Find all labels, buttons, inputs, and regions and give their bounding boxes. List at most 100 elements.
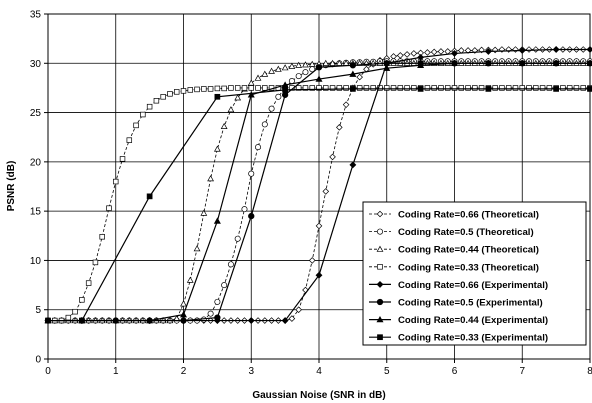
data-point [241,206,248,213]
data-point [65,314,72,321]
data-point [295,73,302,80]
data-point [79,297,85,303]
data-point [322,188,330,195]
data-point [207,175,214,182]
data-point [485,86,492,92]
data-point [566,85,573,91]
data-point [72,308,78,315]
x-axis-label: Gaussian Noise (SNR in dB) [252,390,385,401]
data-point [221,85,227,92]
data-point [471,47,479,54]
data-point [431,85,437,91]
data-point [248,212,255,220]
data-point [214,314,221,321]
data-point [580,85,586,91]
data-point [247,91,255,98]
data-point [404,85,410,91]
data-point [180,317,187,324]
data-point [315,75,323,82]
data-point [308,60,316,67]
data-point [228,85,234,91]
data-point [79,317,85,324]
legend-label: Coding Rate=0.44 (Theoretical) [398,245,539,256]
data-point [281,317,289,324]
data-point [383,64,391,71]
data-point [552,59,560,66]
data-point [356,85,363,91]
data-point [227,261,234,268]
data-point [254,74,262,81]
data-point [363,85,370,91]
data-point [437,48,445,55]
data-point [255,85,261,91]
legend-entry: Coding Rate=0.33 (Theoretical) [369,262,539,273]
data-point [444,85,451,91]
data-point [146,103,153,110]
data-point [213,145,221,152]
legend-label: Coding Rate=0.5 (Experimental) [398,298,543,309]
data-point [464,47,472,54]
x-tick-label: 4 [316,366,322,377]
data-point [112,316,120,324]
x-tick-label: 0 [45,366,51,377]
data-point [126,137,133,143]
data-point [214,85,221,92]
data-point [282,87,288,93]
data-point [336,124,343,131]
data-point [519,85,525,91]
data-point [505,85,512,91]
data-point [295,306,302,314]
data-point [342,101,350,108]
data-point [587,86,592,92]
data-point [377,85,383,91]
data-point [268,67,275,74]
data-point [417,86,424,92]
data-point [323,85,329,91]
data-point [553,86,559,92]
data-point [302,85,309,91]
axis-ticks: 0 1 2 3 4 5 6 7 8 0 5 10 15 20 25 30 35 [30,10,592,378]
legend-label: Coding Rate=0.66 (Experimental) [398,280,548,291]
y-tick-label: 25 [30,108,42,119]
data-point [295,85,302,91]
data-point [430,48,438,56]
data-point [397,52,404,59]
data-point [214,93,221,100]
data-point [384,85,390,91]
legend-label: Coding Rate=0.44 (Experimental) [398,315,548,326]
legend-entry: Coding Rate=0.66 (Theoretical) [369,210,539,221]
data-point [213,217,221,224]
data-point [518,47,526,54]
data-point [140,111,146,118]
data-point [207,310,214,317]
x-tick-label: 7 [519,366,525,377]
data-point [262,85,268,91]
data-point [248,170,255,177]
legend-marker [376,228,384,235]
data-point [316,85,322,91]
data-point [207,86,214,92]
data-point [356,73,363,81]
data-point [309,85,315,91]
data-point [417,61,425,68]
data-point [484,48,492,55]
legend-entry: Coding Rate=0.66 (Experimental) [369,280,548,291]
legend-marker [376,298,384,306]
y-tick-label: 10 [30,256,42,267]
data-point [308,257,316,264]
x-tick-label: 2 [181,366,187,377]
y-tick-label: 0 [35,355,41,366]
data-point [397,85,404,91]
data-point [450,59,459,66]
legend-marker [376,280,384,288]
x-tick-label: 3 [248,366,254,377]
data-point [234,235,241,242]
series-8 [45,86,592,324]
data-point [234,94,242,101]
data-point [573,85,580,91]
data-point [451,85,458,91]
series-line [48,88,590,322]
data-point [221,282,228,289]
data-point [329,153,336,161]
